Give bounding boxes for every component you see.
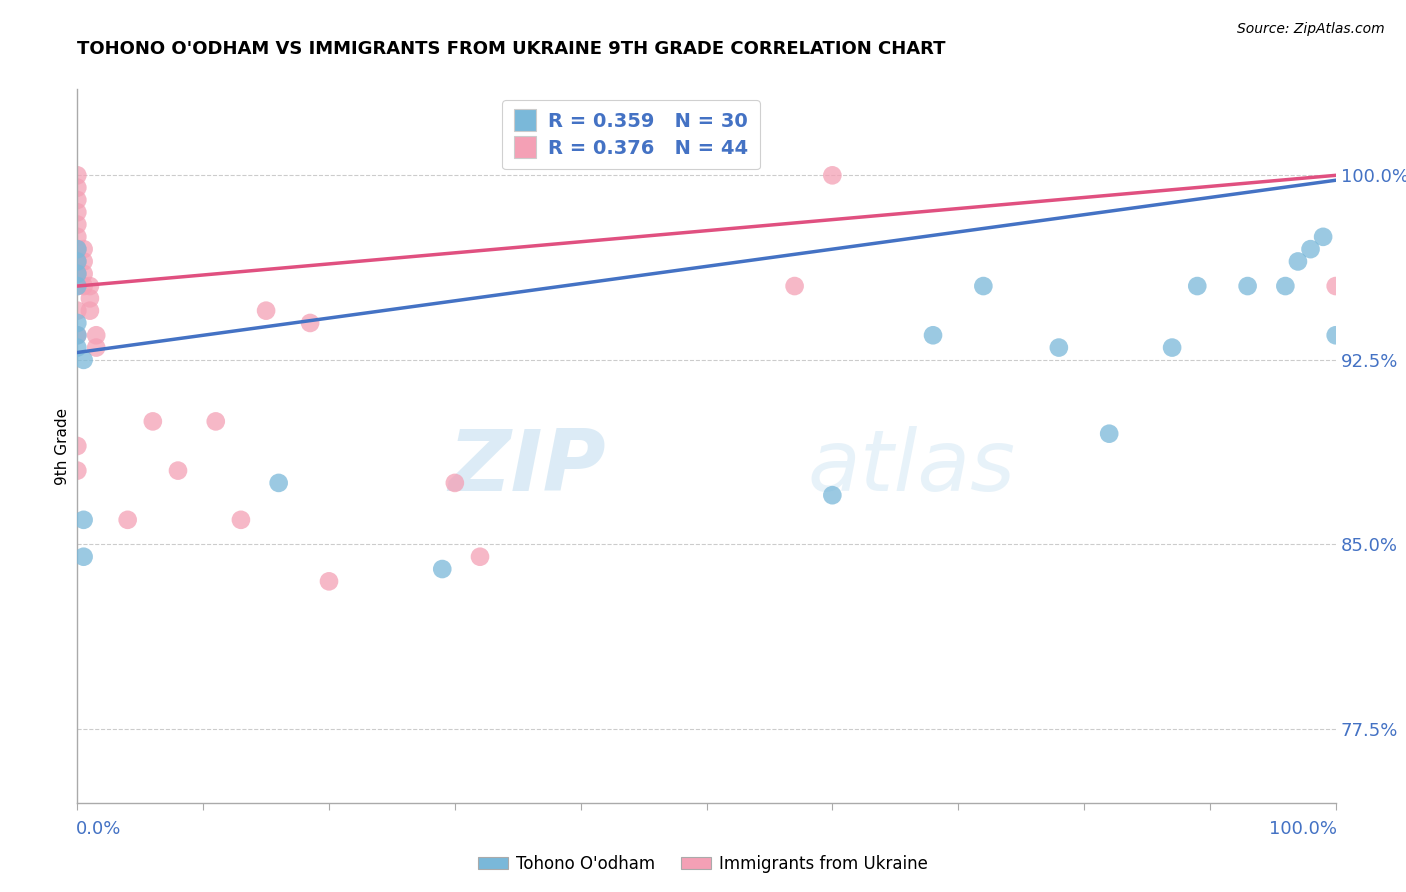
Point xyxy=(922,328,945,343)
Point xyxy=(66,303,89,318)
Point xyxy=(66,267,89,281)
Legend: Tohono O'odham, Immigrants from Ukraine: Tohono O'odham, Immigrants from Ukraine xyxy=(471,848,935,880)
Point xyxy=(72,549,94,564)
Text: 0.0%: 0.0% xyxy=(76,820,121,838)
Text: ZIP: ZIP xyxy=(449,425,606,509)
Point xyxy=(66,328,89,343)
Point xyxy=(1299,242,1322,256)
Point xyxy=(66,279,89,293)
Point xyxy=(444,475,467,490)
Point xyxy=(72,254,94,268)
Point xyxy=(66,267,89,281)
Point xyxy=(84,328,107,343)
Point xyxy=(66,254,89,268)
Point xyxy=(972,279,994,293)
Point xyxy=(66,254,89,268)
Point xyxy=(66,205,89,219)
Point xyxy=(84,341,107,355)
Point xyxy=(468,549,491,564)
Point xyxy=(66,218,89,232)
Text: Source: ZipAtlas.com: Source: ZipAtlas.com xyxy=(1237,22,1385,37)
Point xyxy=(299,316,322,330)
Point xyxy=(72,242,94,256)
Point xyxy=(72,279,94,293)
Point xyxy=(432,562,454,576)
Text: 100.0%: 100.0% xyxy=(1270,820,1337,838)
Y-axis label: 9th Grade: 9th Grade xyxy=(55,408,70,484)
Text: atlas: atlas xyxy=(807,425,1015,509)
Point xyxy=(229,513,252,527)
Point xyxy=(66,464,89,478)
Text: TOHONO O'ODHAM VS IMMIGRANTS FROM UKRAINE 9TH GRADE CORRELATION CHART: TOHONO O'ODHAM VS IMMIGRANTS FROM UKRAIN… xyxy=(77,40,946,58)
Point xyxy=(1324,328,1347,343)
Point xyxy=(66,230,89,244)
Point xyxy=(66,316,89,330)
Point xyxy=(79,279,101,293)
Point xyxy=(66,279,89,293)
Point xyxy=(117,513,139,527)
Point xyxy=(1324,279,1347,293)
Point xyxy=(72,352,94,367)
Point xyxy=(1236,279,1258,293)
Point xyxy=(318,574,340,589)
Point xyxy=(821,169,844,183)
Point xyxy=(1187,279,1209,293)
Point xyxy=(66,328,89,343)
Point xyxy=(783,279,806,293)
Point xyxy=(142,414,165,428)
Point xyxy=(1312,230,1334,244)
Point xyxy=(167,464,190,478)
Point xyxy=(72,267,94,281)
Point xyxy=(1098,426,1121,441)
Point xyxy=(79,303,101,318)
Point xyxy=(66,341,89,355)
Point xyxy=(1274,279,1296,293)
Point xyxy=(1286,254,1309,268)
Point xyxy=(72,513,94,527)
Point xyxy=(204,414,226,428)
Point xyxy=(66,242,89,256)
Point xyxy=(1161,341,1184,355)
Point xyxy=(1047,341,1070,355)
Point xyxy=(66,180,89,194)
Point xyxy=(79,291,101,305)
Point xyxy=(66,193,89,207)
Point xyxy=(254,303,277,318)
Point xyxy=(267,475,290,490)
Point xyxy=(66,439,89,453)
Point xyxy=(66,242,89,256)
Point xyxy=(66,169,89,183)
Legend: R = 0.359   N = 30, R = 0.376   N = 44: R = 0.359 N = 30, R = 0.376 N = 44 xyxy=(502,100,761,169)
Point xyxy=(821,488,844,502)
